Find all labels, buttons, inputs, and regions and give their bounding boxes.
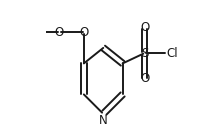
Text: O: O bbox=[140, 72, 149, 85]
Text: Cl: Cl bbox=[166, 47, 178, 60]
Text: N: N bbox=[99, 114, 108, 127]
Text: O: O bbox=[79, 26, 89, 39]
Text: O: O bbox=[55, 26, 64, 39]
Text: S: S bbox=[141, 47, 148, 60]
Text: O: O bbox=[140, 21, 149, 34]
